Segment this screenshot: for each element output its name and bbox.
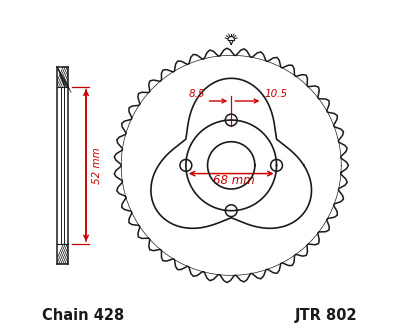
Text: 10.5: 10.5 — [264, 89, 287, 99]
Text: 8.5: 8.5 — [188, 89, 205, 99]
Text: Chain 428: Chain 428 — [42, 308, 124, 323]
Text: JTR 802: JTR 802 — [295, 308, 358, 323]
Text: 52 mm: 52 mm — [92, 147, 102, 184]
Text: 68 mm: 68 mm — [213, 174, 255, 187]
